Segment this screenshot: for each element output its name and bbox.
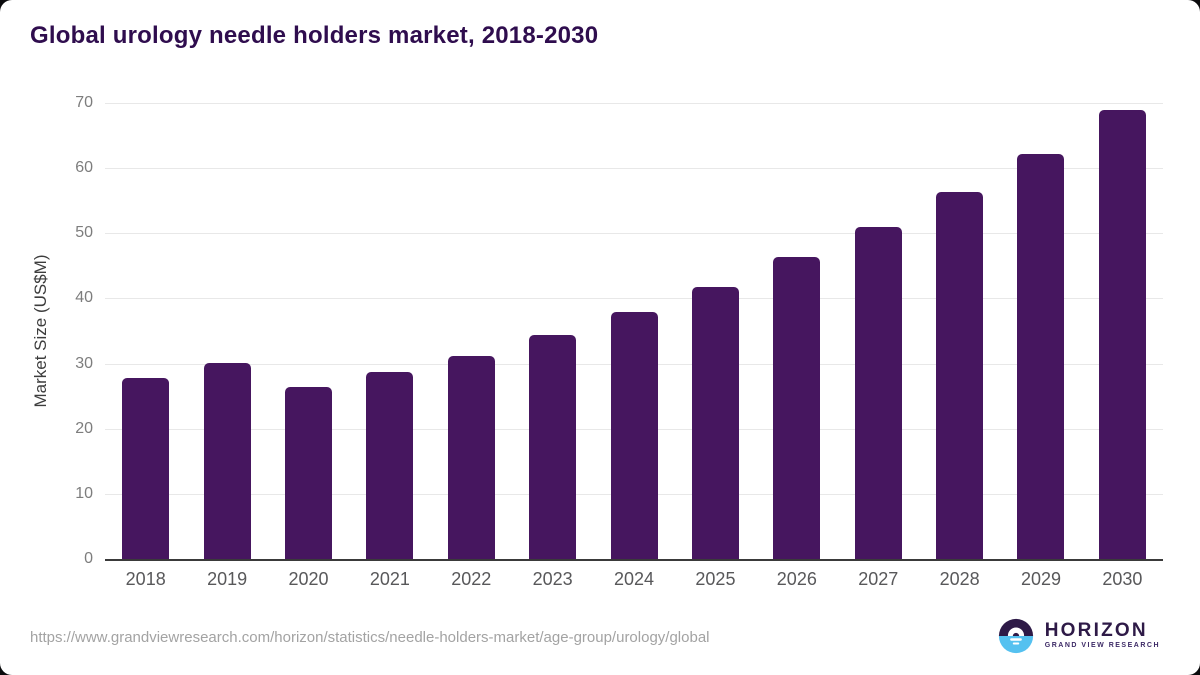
y-tick-label-0: 0 bbox=[84, 550, 93, 567]
logo-text: HORIZON GRAND VIEW RESEARCH bbox=[1045, 621, 1160, 651]
bar-2019[interactable] bbox=[203, 362, 251, 559]
horizon-logo: HORIZON GRAND VIEW RESEARCH bbox=[997, 617, 1160, 655]
y-tick-label-50: 50 bbox=[75, 224, 93, 242]
chart-title: Global urology needle holders market, 20… bbox=[30, 22, 599, 49]
source-url: https://www.grandviewresearch.com/horizo… bbox=[30, 629, 710, 646]
gridline-50 bbox=[105, 233, 1163, 235]
bar-2018[interactable] bbox=[122, 377, 170, 559]
bar-2025[interactable] bbox=[691, 286, 739, 559]
bar-2029[interactable] bbox=[1017, 153, 1065, 559]
y-axis-tick-labels: 0 10 20 30 40 50 60 70 bbox=[30, 94, 93, 567]
bar-band-2021 bbox=[349, 103, 430, 559]
bar-2030[interactable] bbox=[1098, 110, 1146, 559]
x-tick-label-2029: 2029 bbox=[1020, 569, 1062, 589]
x-tick-label-2026: 2026 bbox=[776, 569, 817, 589]
x-tick-label-2021: 2021 bbox=[369, 569, 410, 589]
y-tick-label-30: 30 bbox=[75, 354, 93, 372]
y-tick-label-70: 70 bbox=[75, 94, 93, 111]
bar-band-2028 bbox=[919, 103, 1000, 559]
bar-band-2018 bbox=[105, 103, 186, 559]
y-tick-label-60: 60 bbox=[75, 159, 93, 177]
bar-band-2019 bbox=[186, 103, 267, 559]
x-axis-tick-labels: 2018 2019 2020 2021 2022 2023 2024 2025 2026 2027… bbox=[105, 569, 1163, 590]
bar-2027[interactable] bbox=[854, 226, 902, 559]
bar-2023[interactable] bbox=[529, 334, 577, 559]
x-tick-label-2030: 2030 bbox=[1102, 569, 1143, 589]
bar-band-2026 bbox=[756, 103, 837, 559]
x-tick-label-2020: 2020 bbox=[288, 569, 329, 589]
y-tick-label-20: 20 bbox=[75, 419, 93, 437]
x-tick-label-2022: 2022 bbox=[451, 569, 492, 589]
bar-band-2023 bbox=[512, 103, 593, 559]
bar-2022[interactable] bbox=[447, 356, 495, 559]
x-tick-label-2027: 2027 bbox=[858, 569, 899, 589]
horizon-logo-icon bbox=[998, 618, 1033, 654]
gridline-60 bbox=[105, 168, 1163, 170]
bar-2024[interactable] bbox=[610, 312, 658, 559]
gridline-70 bbox=[105, 103, 1163, 104]
x-tick-label-2024: 2024 bbox=[614, 569, 655, 589]
bar-band-2024 bbox=[593, 103, 674, 559]
x-tick-label-2018: 2018 bbox=[125, 569, 166, 589]
bar-band-2029 bbox=[1000, 103, 1081, 559]
bar-2028[interactable] bbox=[936, 191, 984, 559]
bar-band-2030 bbox=[1082, 103, 1163, 559]
bar-2020[interactable] bbox=[284, 387, 332, 559]
y-tick-label-10: 10 bbox=[75, 484, 93, 502]
x-tick-label-2028: 2028 bbox=[939, 569, 980, 589]
y-tick-label-40: 40 bbox=[75, 289, 93, 307]
plot-area bbox=[105, 103, 1163, 561]
gridline-40 bbox=[105, 298, 1163, 300]
bar-band-2025 bbox=[675, 103, 756, 559]
logo-subtitle: GRAND VIEW RESEARCH bbox=[1044, 642, 1160, 649]
bar-series bbox=[105, 103, 1163, 559]
x-tick-label-2023: 2023 bbox=[532, 569, 573, 589]
bar-band-2022 bbox=[431, 103, 512, 559]
bar-2026[interactable] bbox=[773, 257, 821, 559]
bar-band-2027 bbox=[838, 103, 919, 559]
x-tick-label-2025: 2025 bbox=[695, 569, 736, 589]
logo-name: HORIZON bbox=[1044, 620, 1148, 641]
x-tick-label-2019: 2019 bbox=[207, 569, 248, 589]
bar-2021[interactable] bbox=[366, 372, 414, 559]
bar-band-2020 bbox=[268, 103, 349, 559]
